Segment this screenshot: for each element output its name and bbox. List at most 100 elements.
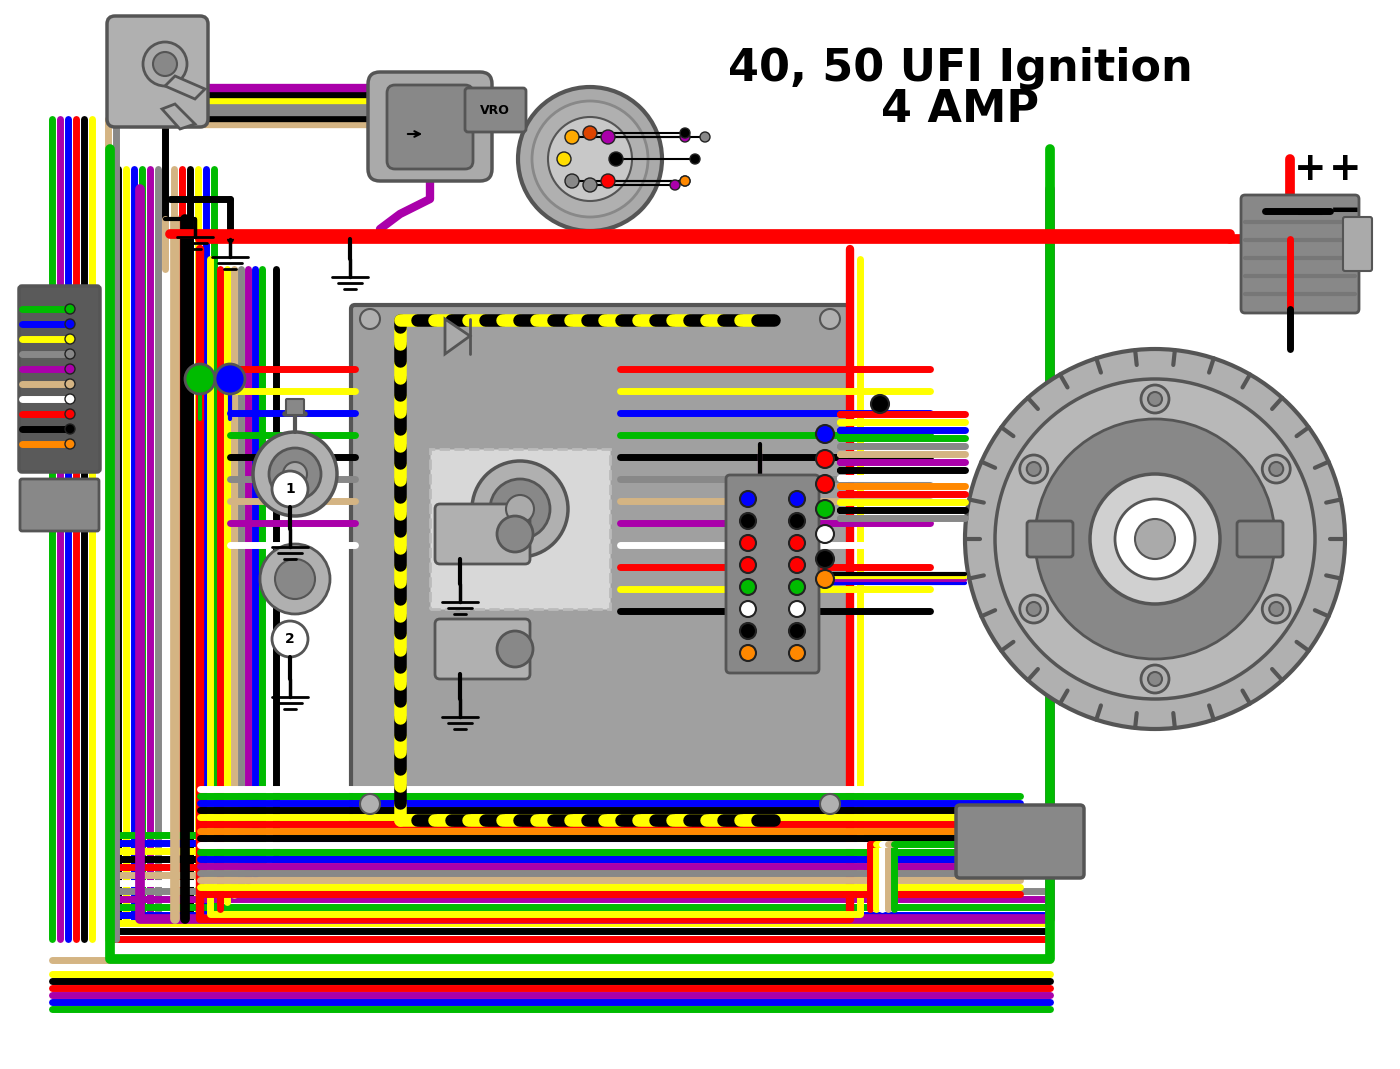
Circle shape <box>601 130 615 144</box>
Circle shape <box>253 432 337 516</box>
Text: 4 AMP: 4 AMP <box>881 88 1039 130</box>
Circle shape <box>216 365 245 394</box>
Polygon shape <box>165 76 204 99</box>
Circle shape <box>790 534 805 551</box>
Circle shape <box>1148 672 1162 686</box>
Circle shape <box>518 87 662 231</box>
Circle shape <box>741 513 756 529</box>
Circle shape <box>1019 595 1047 623</box>
Circle shape <box>582 126 596 140</box>
FancyBboxPatch shape <box>106 16 209 127</box>
Circle shape <box>816 500 834 518</box>
FancyBboxPatch shape <box>386 86 473 169</box>
Circle shape <box>790 513 805 529</box>
Circle shape <box>185 365 216 394</box>
Circle shape <box>790 579 805 595</box>
Circle shape <box>1091 474 1219 604</box>
Circle shape <box>700 131 710 142</box>
Circle shape <box>871 396 889 413</box>
FancyBboxPatch shape <box>1240 195 1359 313</box>
Circle shape <box>64 394 76 404</box>
Circle shape <box>566 130 580 144</box>
Text: 2: 2 <box>286 632 295 646</box>
FancyBboxPatch shape <box>956 805 1084 878</box>
FancyBboxPatch shape <box>351 305 848 823</box>
Circle shape <box>816 525 834 543</box>
Circle shape <box>816 475 834 493</box>
Circle shape <box>816 570 834 588</box>
Circle shape <box>547 117 631 201</box>
Circle shape <box>269 448 321 500</box>
Circle shape <box>741 623 756 639</box>
Circle shape <box>680 176 690 186</box>
Circle shape <box>1135 520 1175 559</box>
Circle shape <box>1148 392 1162 406</box>
Circle shape <box>64 304 76 314</box>
Circle shape <box>790 623 805 639</box>
FancyBboxPatch shape <box>435 619 531 679</box>
Circle shape <box>680 176 690 186</box>
Text: −: − <box>1329 192 1361 230</box>
Circle shape <box>1035 419 1275 659</box>
Circle shape <box>143 42 188 86</box>
Circle shape <box>741 645 756 661</box>
Circle shape <box>741 557 756 573</box>
Circle shape <box>995 379 1315 699</box>
Circle shape <box>1270 462 1284 476</box>
Circle shape <box>820 309 840 329</box>
Circle shape <box>153 52 176 76</box>
Circle shape <box>741 601 756 617</box>
Circle shape <box>790 601 805 617</box>
Circle shape <box>1141 385 1169 413</box>
Circle shape <box>360 309 379 329</box>
Circle shape <box>64 424 76 434</box>
Text: −: − <box>1294 195 1326 233</box>
Polygon shape <box>162 104 195 129</box>
Circle shape <box>490 479 550 539</box>
Circle shape <box>1270 602 1284 616</box>
Circle shape <box>64 319 76 329</box>
Circle shape <box>472 461 568 557</box>
Circle shape <box>283 462 307 486</box>
Circle shape <box>816 549 834 568</box>
Circle shape <box>816 425 834 443</box>
FancyBboxPatch shape <box>1343 217 1372 272</box>
Circle shape <box>680 128 690 138</box>
Text: 40, 50 UFI Ignition: 40, 50 UFI Ignition <box>728 47 1193 91</box>
Circle shape <box>505 495 533 523</box>
Circle shape <box>582 179 596 192</box>
Circle shape <box>816 450 834 468</box>
FancyBboxPatch shape <box>1028 521 1072 557</box>
Circle shape <box>64 334 76 344</box>
Text: VRO: VRO <box>480 104 510 117</box>
Text: +: + <box>1329 150 1361 188</box>
Circle shape <box>566 174 580 188</box>
Circle shape <box>1141 665 1169 693</box>
Circle shape <box>1026 602 1040 616</box>
FancyBboxPatch shape <box>435 503 531 564</box>
Circle shape <box>497 516 533 552</box>
Circle shape <box>601 174 615 188</box>
Circle shape <box>532 100 648 217</box>
Circle shape <box>609 152 623 166</box>
Circle shape <box>680 131 690 142</box>
Text: +: + <box>1294 150 1326 188</box>
Circle shape <box>272 621 308 657</box>
Circle shape <box>790 557 805 573</box>
FancyBboxPatch shape <box>20 286 99 472</box>
FancyBboxPatch shape <box>1238 521 1282 557</box>
FancyBboxPatch shape <box>465 88 526 131</box>
Circle shape <box>557 152 571 166</box>
Polygon shape <box>445 319 470 354</box>
Circle shape <box>741 579 756 595</box>
Circle shape <box>1263 455 1291 483</box>
Circle shape <box>274 559 315 599</box>
Circle shape <box>1114 499 1196 579</box>
Circle shape <box>1026 462 1040 476</box>
Circle shape <box>671 180 680 190</box>
Circle shape <box>497 631 533 667</box>
FancyBboxPatch shape <box>368 72 491 181</box>
Circle shape <box>260 544 330 614</box>
Circle shape <box>64 409 76 419</box>
Circle shape <box>790 491 805 507</box>
